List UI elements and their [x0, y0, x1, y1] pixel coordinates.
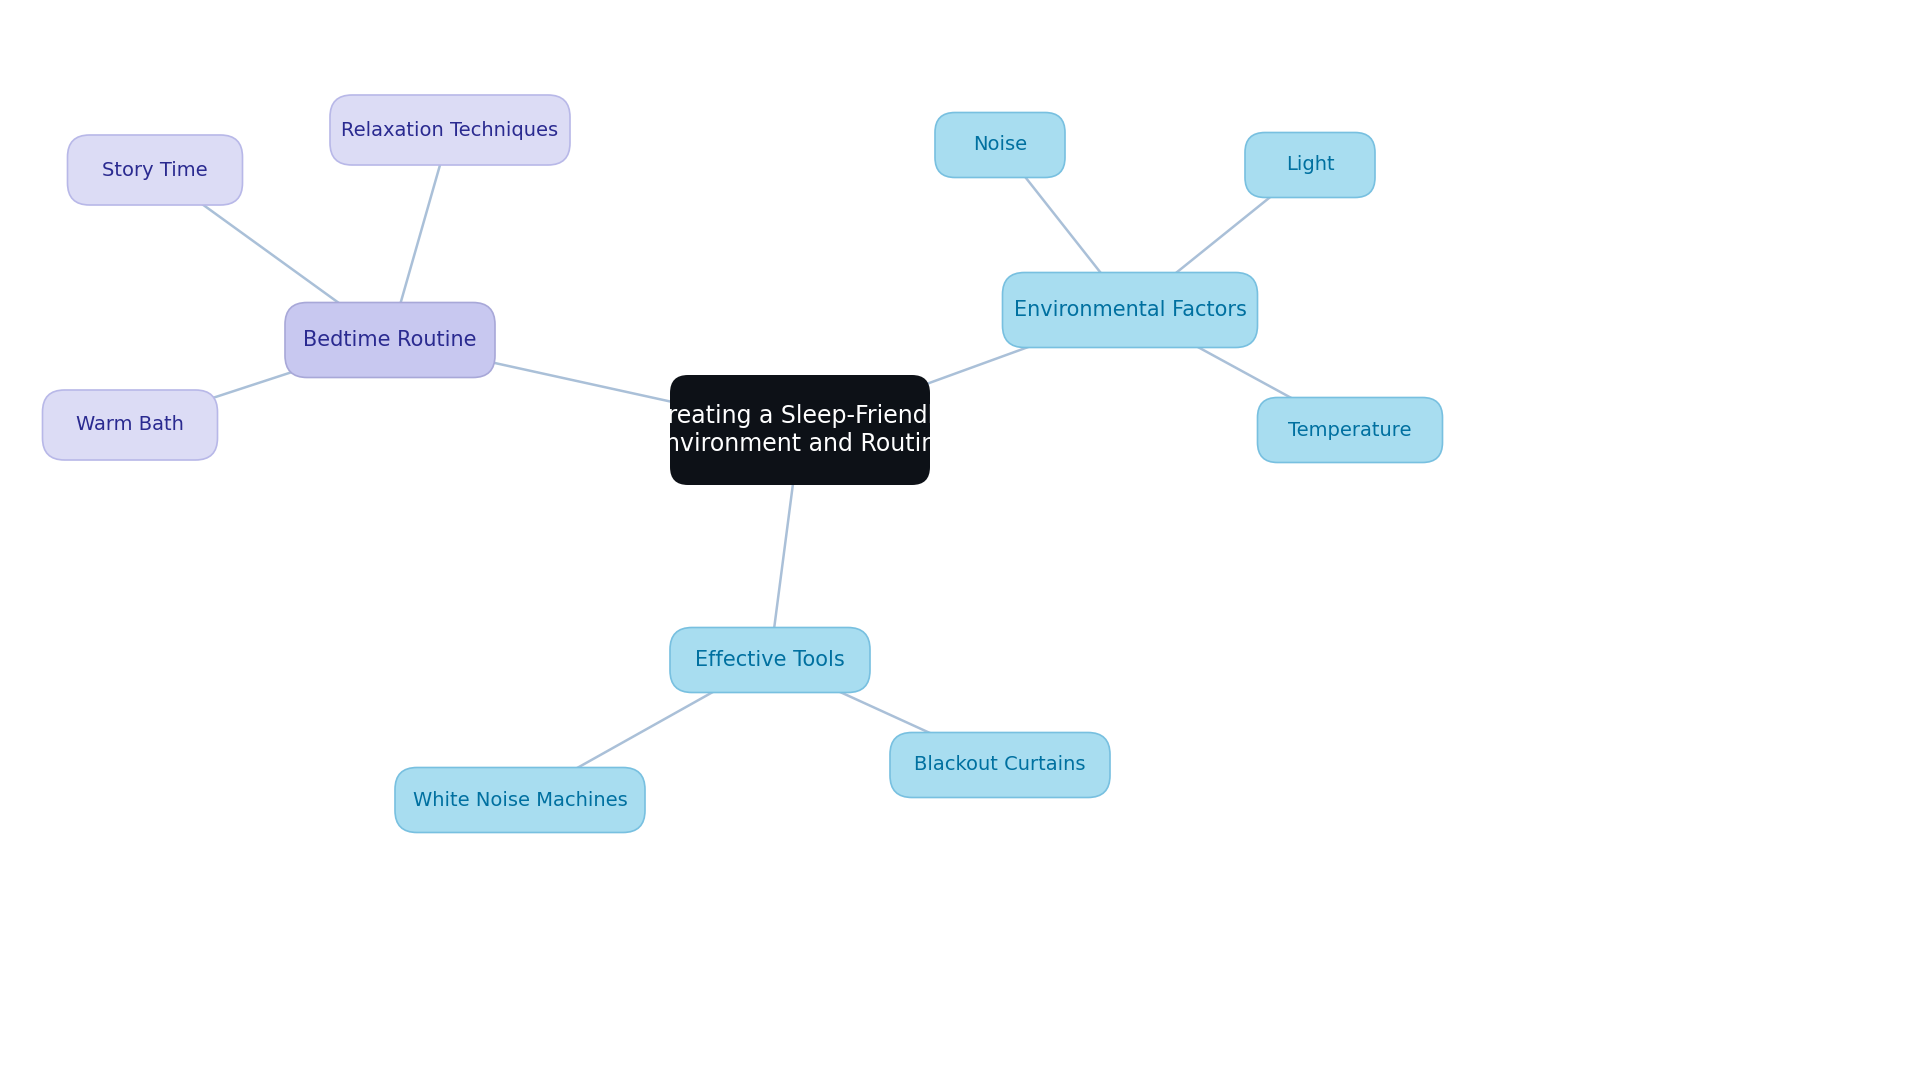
Text: Noise: Noise — [973, 135, 1027, 155]
FancyBboxPatch shape — [670, 627, 870, 692]
Text: White Noise Machines: White Noise Machines — [413, 791, 628, 809]
Text: Bedtime Routine: Bedtime Routine — [303, 330, 476, 350]
FancyBboxPatch shape — [284, 302, 495, 378]
FancyBboxPatch shape — [891, 732, 1110, 797]
Text: Story Time: Story Time — [102, 160, 207, 180]
FancyBboxPatch shape — [1258, 397, 1442, 462]
FancyBboxPatch shape — [67, 135, 242, 205]
FancyBboxPatch shape — [670, 375, 929, 485]
FancyBboxPatch shape — [330, 95, 570, 165]
Text: Light: Light — [1286, 156, 1334, 174]
Text: Environmental Factors: Environmental Factors — [1014, 300, 1246, 319]
FancyBboxPatch shape — [396, 768, 645, 833]
Text: Effective Tools: Effective Tools — [695, 650, 845, 670]
Text: Temperature: Temperature — [1288, 420, 1411, 440]
FancyBboxPatch shape — [42, 390, 217, 460]
Text: Creating a Sleep-Friendly
Environment and Routine: Creating a Sleep-Friendly Environment an… — [649, 404, 950, 456]
FancyBboxPatch shape — [1244, 132, 1375, 197]
Text: Blackout Curtains: Blackout Curtains — [914, 756, 1085, 774]
Text: Warm Bath: Warm Bath — [77, 416, 184, 434]
FancyBboxPatch shape — [935, 113, 1066, 178]
Text: Relaxation Techniques: Relaxation Techniques — [342, 120, 559, 140]
FancyBboxPatch shape — [1002, 273, 1258, 348]
